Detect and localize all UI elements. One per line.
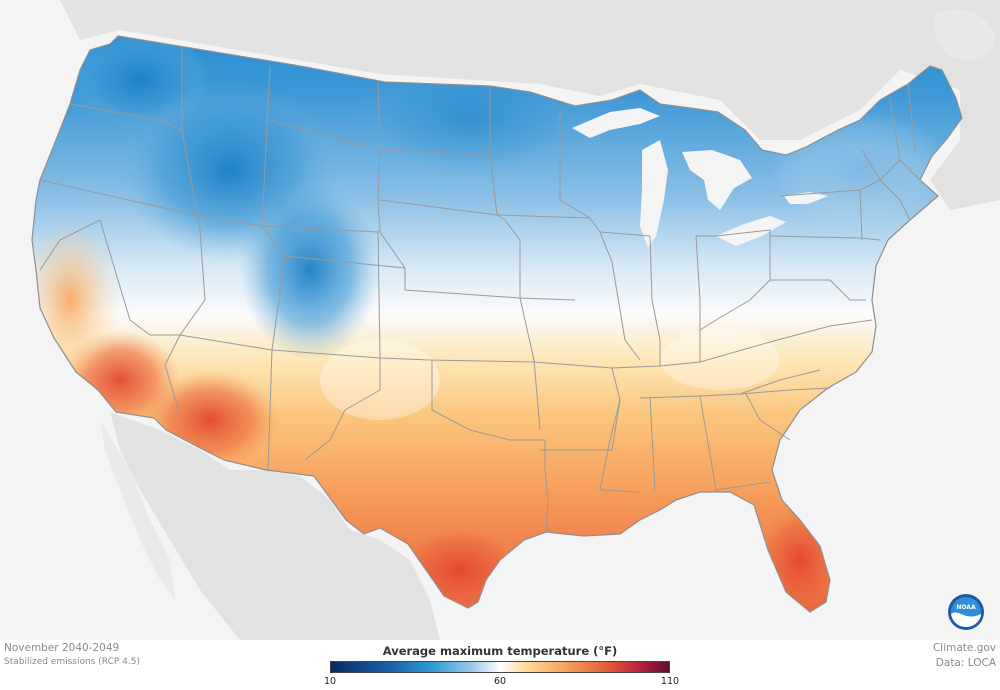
state-borders [31,35,963,613]
time-period-label: November 2040-2049 [4,642,120,654]
legend-tick-mid: 60 [493,676,507,687]
legend-color-scale [330,661,670,673]
data-source-label: Data: LOCA [935,657,996,669]
legend-title: Average maximum temperature (°F) [382,644,618,658]
noaa-logo-text: NOAA [956,604,976,611]
temperature-map: NOAA [0,0,1000,640]
map-footer: November 2040-2049 Stabilized emissions … [0,640,1000,690]
credit-label: Climate.gov [932,642,996,654]
great-lakes [572,108,828,248]
surrounding-land [0,0,1000,640]
emissions-scenario-label: Stabilized emissions (RCP 4.5) [4,657,140,667]
noaa-logo: NOAA [948,594,984,630]
legend-tick-max: 110 [660,676,680,687]
legend-tick-min: 10 [323,676,337,687]
